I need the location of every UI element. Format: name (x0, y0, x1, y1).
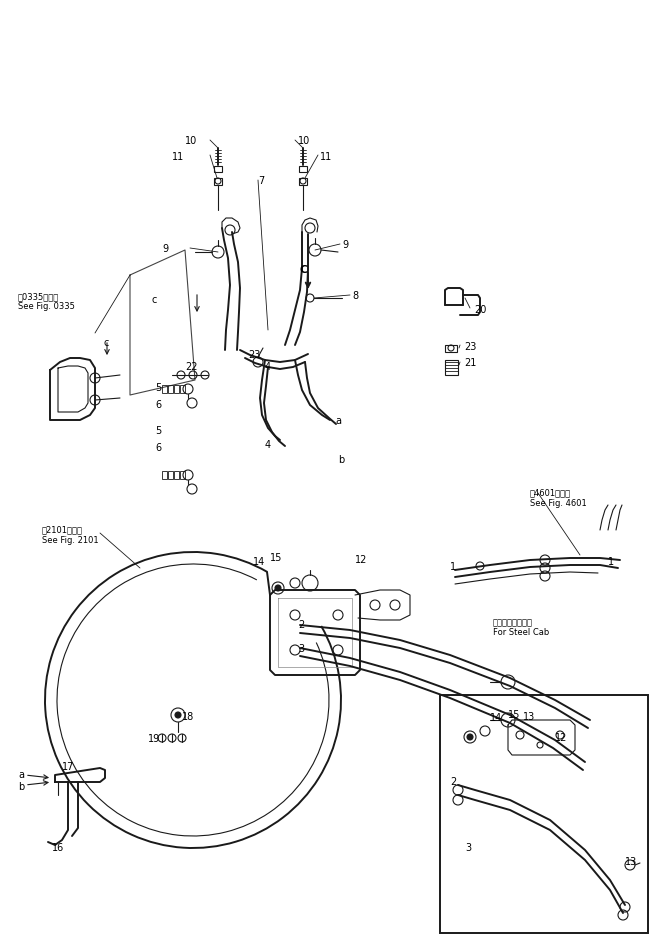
Text: 8: 8 (352, 291, 358, 301)
Text: 6: 6 (155, 443, 161, 453)
Text: c: c (152, 295, 158, 305)
Text: For Steel Cab: For Steel Cab (493, 628, 549, 637)
Text: 20: 20 (474, 305, 486, 315)
Text: 2: 2 (298, 620, 304, 630)
Text: 23: 23 (464, 342, 477, 352)
Bar (299, 166, 307, 172)
Bar (174, 385, 179, 393)
Bar (162, 385, 167, 393)
Text: 6: 6 (155, 400, 161, 410)
Text: 第4601図参照: 第4601図参照 (530, 488, 571, 497)
Text: 19: 19 (148, 734, 160, 744)
Bar (168, 385, 173, 393)
Text: 11: 11 (172, 152, 184, 162)
Text: 13: 13 (625, 857, 637, 867)
Text: 16: 16 (52, 843, 64, 853)
Bar (440, 695, 648, 933)
Text: See Fig. 2101: See Fig. 2101 (42, 536, 98, 545)
Text: 5: 5 (155, 426, 161, 436)
Bar (299, 178, 307, 185)
Text: 2: 2 (450, 777, 456, 787)
Bar (174, 471, 179, 479)
Text: 7: 7 (258, 176, 264, 186)
Circle shape (275, 585, 281, 591)
Circle shape (175, 712, 181, 718)
Text: 12: 12 (555, 733, 568, 743)
Text: 11: 11 (320, 152, 332, 162)
Bar (168, 471, 173, 479)
Text: 9: 9 (342, 240, 348, 250)
Text: 17: 17 (62, 762, 74, 772)
Text: 22: 22 (185, 362, 197, 372)
Bar (162, 471, 167, 479)
Text: 3: 3 (298, 644, 304, 654)
Bar (180, 385, 185, 393)
Text: b: b (18, 782, 24, 792)
Text: 3: 3 (465, 843, 471, 853)
Text: ステールキャブ用: ステールキャブ用 (493, 618, 533, 627)
Text: 第0335図参照: 第0335図参照 (18, 292, 59, 301)
Text: 10: 10 (185, 136, 197, 146)
Text: a: a (18, 770, 24, 780)
Text: See Fig. 0335: See Fig. 0335 (18, 302, 75, 311)
Text: 1: 1 (608, 557, 614, 567)
Text: 23: 23 (248, 350, 260, 360)
Text: 1: 1 (450, 562, 456, 572)
Text: See Fig. 4601: See Fig. 4601 (530, 499, 587, 508)
Text: b: b (338, 455, 344, 465)
Text: 5: 5 (155, 383, 161, 393)
Text: C: C (300, 265, 308, 275)
Bar (445, 345, 457, 352)
Bar (180, 471, 185, 479)
Text: 15: 15 (508, 710, 520, 720)
Text: 12: 12 (355, 555, 367, 565)
Text: 21: 21 (464, 358, 477, 368)
Text: 14: 14 (490, 713, 503, 723)
Text: a: a (335, 416, 341, 426)
Text: 9: 9 (162, 244, 168, 254)
Text: c: c (103, 338, 108, 348)
Text: 18: 18 (182, 712, 194, 722)
Text: 第2101図参照: 第2101図参照 (42, 525, 83, 534)
Text: 13: 13 (523, 712, 535, 722)
Text: 4: 4 (265, 440, 271, 450)
Text: 4: 4 (265, 362, 271, 372)
Bar (214, 178, 222, 185)
Bar (214, 166, 222, 172)
Circle shape (467, 734, 473, 740)
Text: 14: 14 (253, 557, 265, 567)
Text: 10: 10 (298, 136, 311, 146)
Text: 15: 15 (270, 553, 283, 563)
Bar (445, 360, 458, 375)
